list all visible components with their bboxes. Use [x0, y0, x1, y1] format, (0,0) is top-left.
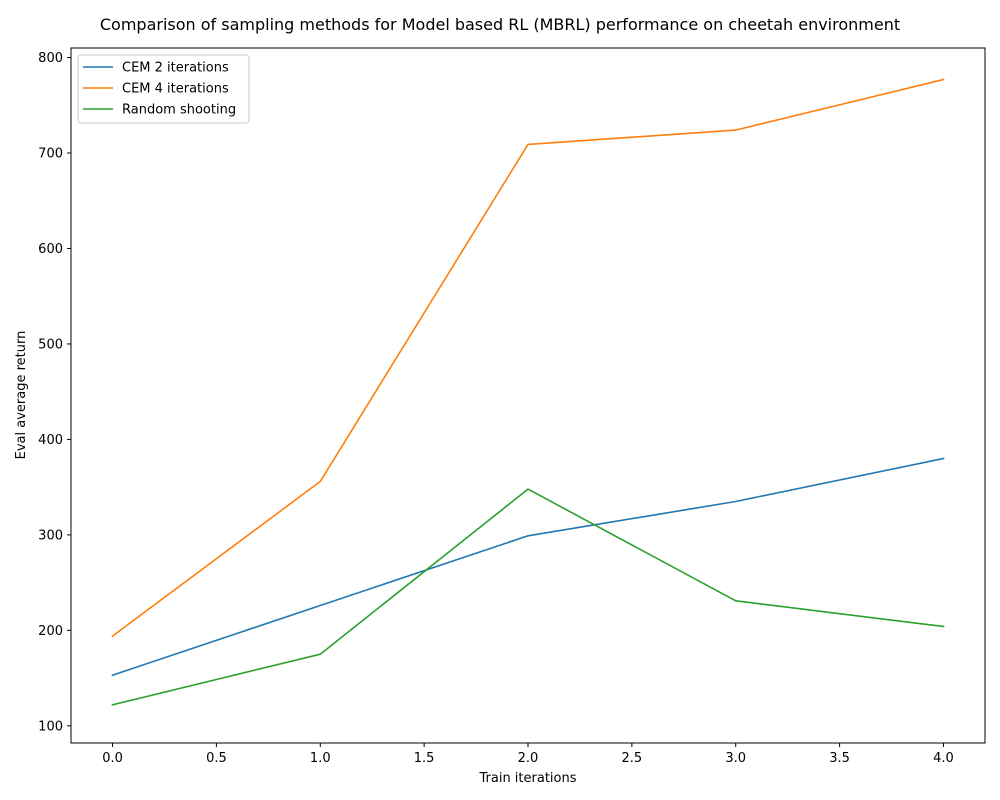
y-axis-label: Eval average return [14, 331, 29, 460]
series-line-0 [111, 457, 945, 677]
y-tick-label: 500 [38, 337, 63, 352]
y-axis: 100 200 300 400 500 600 700 800 [38, 51, 71, 734]
chart-title: Comparison of sampling methods for Model… [100, 15, 900, 34]
y-tick-label: 100 [38, 719, 63, 734]
x-tick-label: 3.5 [829, 751, 850, 766]
legend: CEM 2 iterations CEM 4 iterations Random s… [77, 54, 250, 124]
legend-label-0: CEM 2 iterations [122, 61, 229, 76]
x-tick-label: 2.0 [518, 751, 539, 766]
x-tick-label: 0.0 [102, 751, 123, 766]
series-line-2 [111, 488, 945, 706]
plot-area [70, 47, 986, 744]
legend-box [77, 54, 250, 124]
x-tick-label: 4.0 [933, 751, 954, 766]
x-axis-label: Train iterations [478, 771, 576, 786]
y-tick-label: 300 [38, 528, 63, 543]
legend-label-2: Random shooting [122, 103, 236, 118]
y-tick-label: 400 [38, 433, 63, 448]
y-tick-label: 700 [38, 147, 63, 162]
series-line-1 [111, 78, 945, 638]
x-tick-label: 3.0 [725, 751, 746, 766]
y-tick-label: 200 [38, 624, 63, 639]
legend-label-1: CEM 4 iterations [122, 82, 229, 97]
x-tick-label: 0.5 [206, 751, 227, 766]
x-tick-label: 1.0 [310, 751, 331, 766]
x-tick-label: 1.5 [414, 751, 435, 766]
series-lines [111, 78, 945, 706]
x-axis: 0.0 0.5 1.0 1.5 2.0 2.5 3.0 3.5 4.0 [102, 743, 954, 766]
x-tick-label: 2.5 [622, 751, 643, 766]
y-tick-label: 800 [38, 51, 63, 66]
y-tick-label: 600 [38, 242, 63, 257]
